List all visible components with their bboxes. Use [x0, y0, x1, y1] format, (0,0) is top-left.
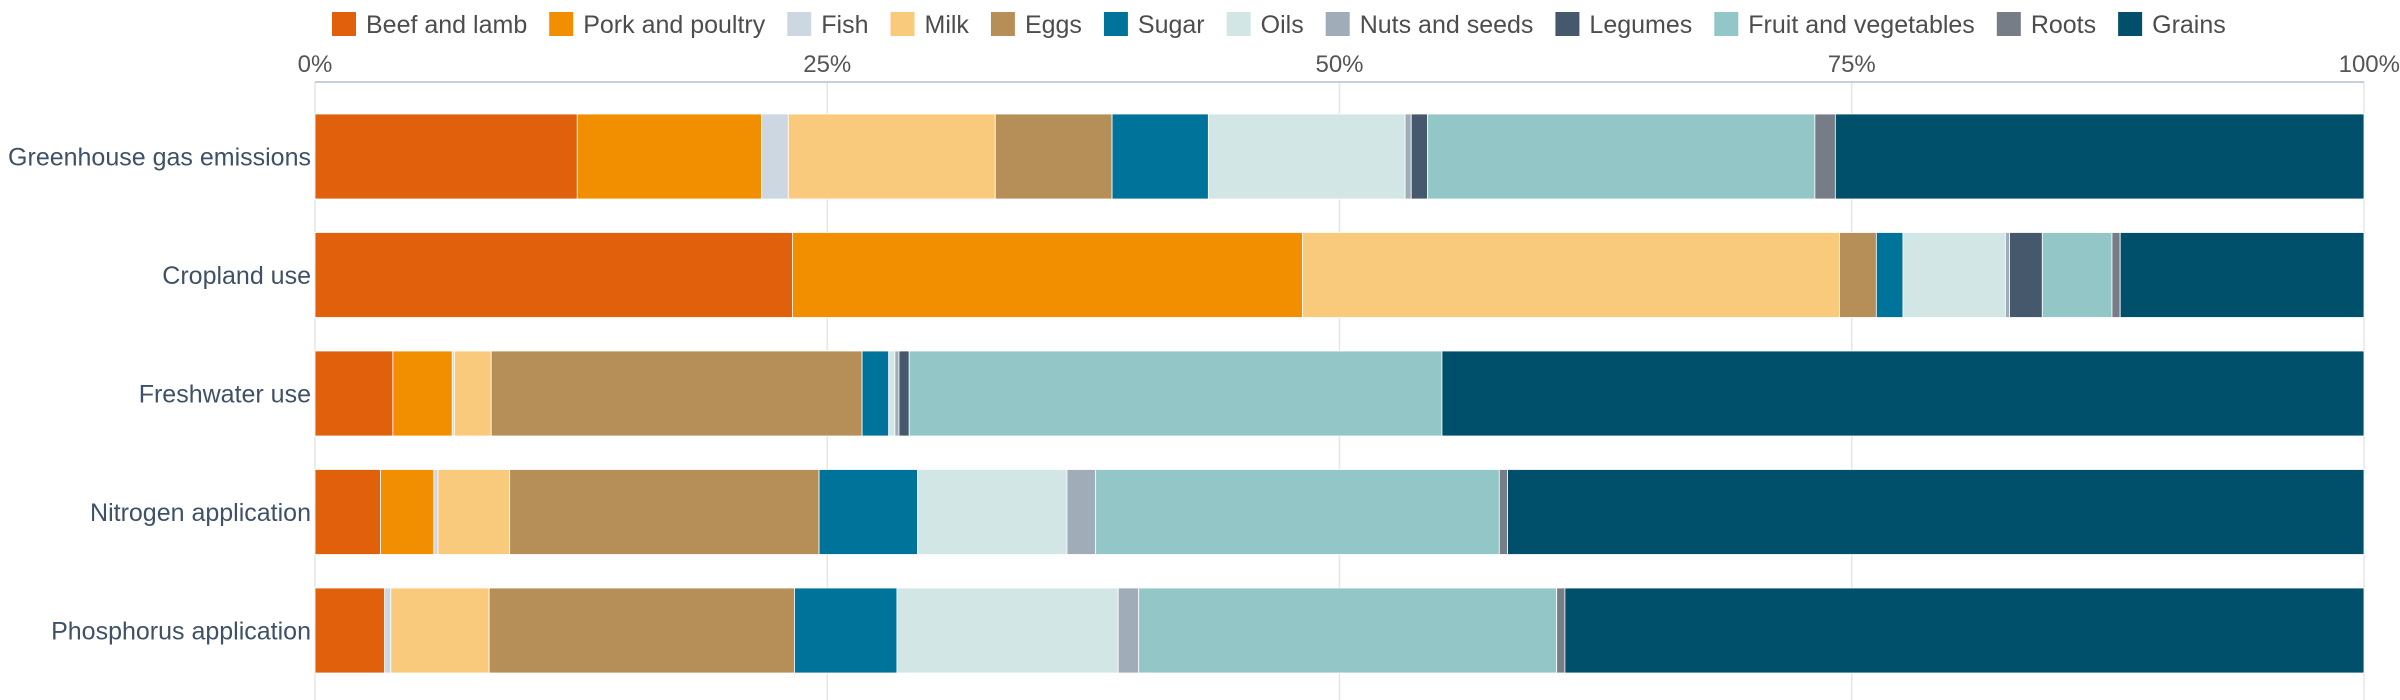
bar-segment-nuts-and-seeds	[2005, 232, 2010, 318]
bar-segment-grains	[2119, 232, 2365, 318]
bar-segment-roots	[1498, 469, 1508, 555]
legend-label-nuts-and-seeds: Nuts and seeds	[1360, 11, 1534, 39]
legend-label-milk: Milk	[925, 11, 970, 39]
category-label-phosphorus-application: Phosphorus application	[51, 618, 311, 646]
bar-segment-fruit-and-vegetables	[1427, 113, 1816, 200]
bar-segment-milk	[453, 350, 492, 437]
bar-segment-beef-and-lamb	[314, 232, 793, 318]
x-axis: 0% 25% 50% 75% 100%	[298, 51, 2400, 83]
bar-segment-sugar	[818, 469, 918, 555]
bar-segment-fish	[433, 469, 439, 555]
legend-label-beef-and-lamb: Beef and lamb	[366, 11, 527, 39]
bar-segment-oils	[1207, 113, 1406, 200]
chart-legend: Beef and lamb Pork and poultry Fish Milk Egg…	[332, 11, 2226, 39]
legend-swatch-beef-and-lamb	[332, 12, 356, 36]
bar-segment-pork-and-poultry	[380, 469, 435, 555]
category-label-cropland-use: Cropland use	[162, 262, 311, 290]
bar-segment-nuts-and-seeds	[1117, 587, 1140, 674]
bar-segment-legumes	[898, 350, 910, 437]
bar-segment-sugar	[794, 587, 898, 674]
legend-swatch-legumes	[1555, 12, 1580, 36]
legend-swatch-fish	[787, 12, 812, 36]
bar-segment-eggs	[509, 469, 820, 555]
bar-segment-beef-and-lamb	[314, 587, 386, 674]
category-labels: Greenhouse gas emissions Cropland use Fres…	[8, 144, 311, 646]
bar-segment-nuts-and-seeds	[894, 350, 900, 437]
legend-swatch-sugar	[1103, 12, 1128, 36]
legend-swatch-nuts-and-seeds	[1325, 12, 1350, 36]
category-label-freshwater-use: Freshwater use	[139, 381, 311, 409]
bar-segment-fish	[761, 113, 789, 200]
bar-segment-eggs	[1839, 232, 1877, 318]
legend-label-oils: Oils	[1261, 11, 1304, 39]
category-label-greenhouse-gas-emissions: Greenhouse gas emissions	[8, 144, 311, 172]
bar-segment-legumes	[1410, 113, 1429, 200]
x-tick-label: 100%	[2339, 51, 2400, 78]
legend-label-pork-and-poultry: Pork and poultry	[583, 11, 766, 39]
legend-swatch-grains	[2118, 12, 2143, 36]
bar-segment-fruit-and-vegetables	[1095, 469, 1500, 555]
x-tick-label: 25%	[803, 51, 851, 78]
bar-segment-oils	[896, 587, 1119, 674]
bar-segment-grains	[1564, 587, 2365, 674]
bar-segment-eggs	[994, 113, 1113, 200]
bar-segment-sugar	[1875, 232, 1904, 318]
legend-swatch-roots	[1996, 12, 2021, 36]
bar-segment-grains	[1834, 113, 2365, 200]
category-label-nitrogen-application: Nitrogen application	[90, 499, 311, 527]
bar-segment-legumes	[2009, 232, 2043, 318]
bar-segment-oils	[888, 350, 896, 437]
bar-segment-milk	[1302, 232, 1840, 318]
legend-swatch-milk	[890, 12, 915, 36]
bar-segment-oils	[917, 469, 1068, 555]
bar-segment-grains	[1507, 469, 2365, 555]
bars	[314, 113, 2365, 674]
bar-segment-eggs	[490, 350, 863, 437]
legend-label-fish: Fish	[821, 11, 868, 39]
legend-label-fruit-and-vegetables: Fruit and vegetables	[1748, 11, 1975, 39]
bar-segment-roots	[2111, 232, 2121, 318]
bar-segment-nuts-and-seeds	[1404, 113, 1412, 200]
bar-segment-sugar	[861, 350, 890, 437]
x-tick-label: 0%	[298, 51, 333, 78]
bar-segment-eggs	[488, 587, 795, 674]
legend-swatch-fruit-and-vegetables	[1714, 12, 1739, 36]
bar-segment-pork-and-poultry	[792, 232, 1304, 318]
legend-swatch-pork-and-poultry	[549, 12, 574, 36]
bar-segment-milk	[437, 469, 511, 555]
bar-segment-grains	[1441, 350, 2365, 437]
bar-segment-pork-and-poultry	[392, 350, 453, 437]
legend-label-legumes: Legumes	[1589, 11, 1692, 39]
legend-swatch-oils	[1226, 12, 1251, 36]
x-tick-label: 75%	[1828, 51, 1876, 78]
bar-segment-roots	[1556, 587, 1566, 674]
bar-segment-milk	[787, 113, 996, 200]
bar-segment-sugar	[1111, 113, 1209, 200]
bar-segment-beef-and-lamb	[314, 469, 381, 555]
bar-segment-beef-and-lamb	[314, 113, 578, 200]
legend-label-sugar: Sugar	[1138, 11, 1205, 39]
bar-segment-fruit-and-vegetables	[2041, 232, 2113, 318]
bar-segment-nuts-and-seeds	[1066, 469, 1097, 555]
legend-label-grains: Grains	[2152, 11, 2226, 39]
bar-segment-roots	[1814, 113, 1836, 200]
legend-swatch-eggs	[990, 12, 1015, 36]
bar-segment-fruit-and-vegetables	[1138, 587, 1558, 674]
x-tick-label: 50%	[1315, 51, 1363, 78]
legend-label-roots: Roots	[2031, 11, 2096, 39]
bar-segment-milk	[390, 587, 490, 674]
bar-segment-fruit-and-vegetables	[908, 350, 1443, 437]
bar-segment-fish	[384, 587, 392, 674]
bar-segment-pork-and-poultry	[576, 113, 763, 200]
legend-label-eggs: Eggs	[1025, 11, 1082, 39]
bar-segment-oils	[1902, 232, 2006, 318]
bar-segment-beef-and-lamb	[314, 350, 394, 437]
